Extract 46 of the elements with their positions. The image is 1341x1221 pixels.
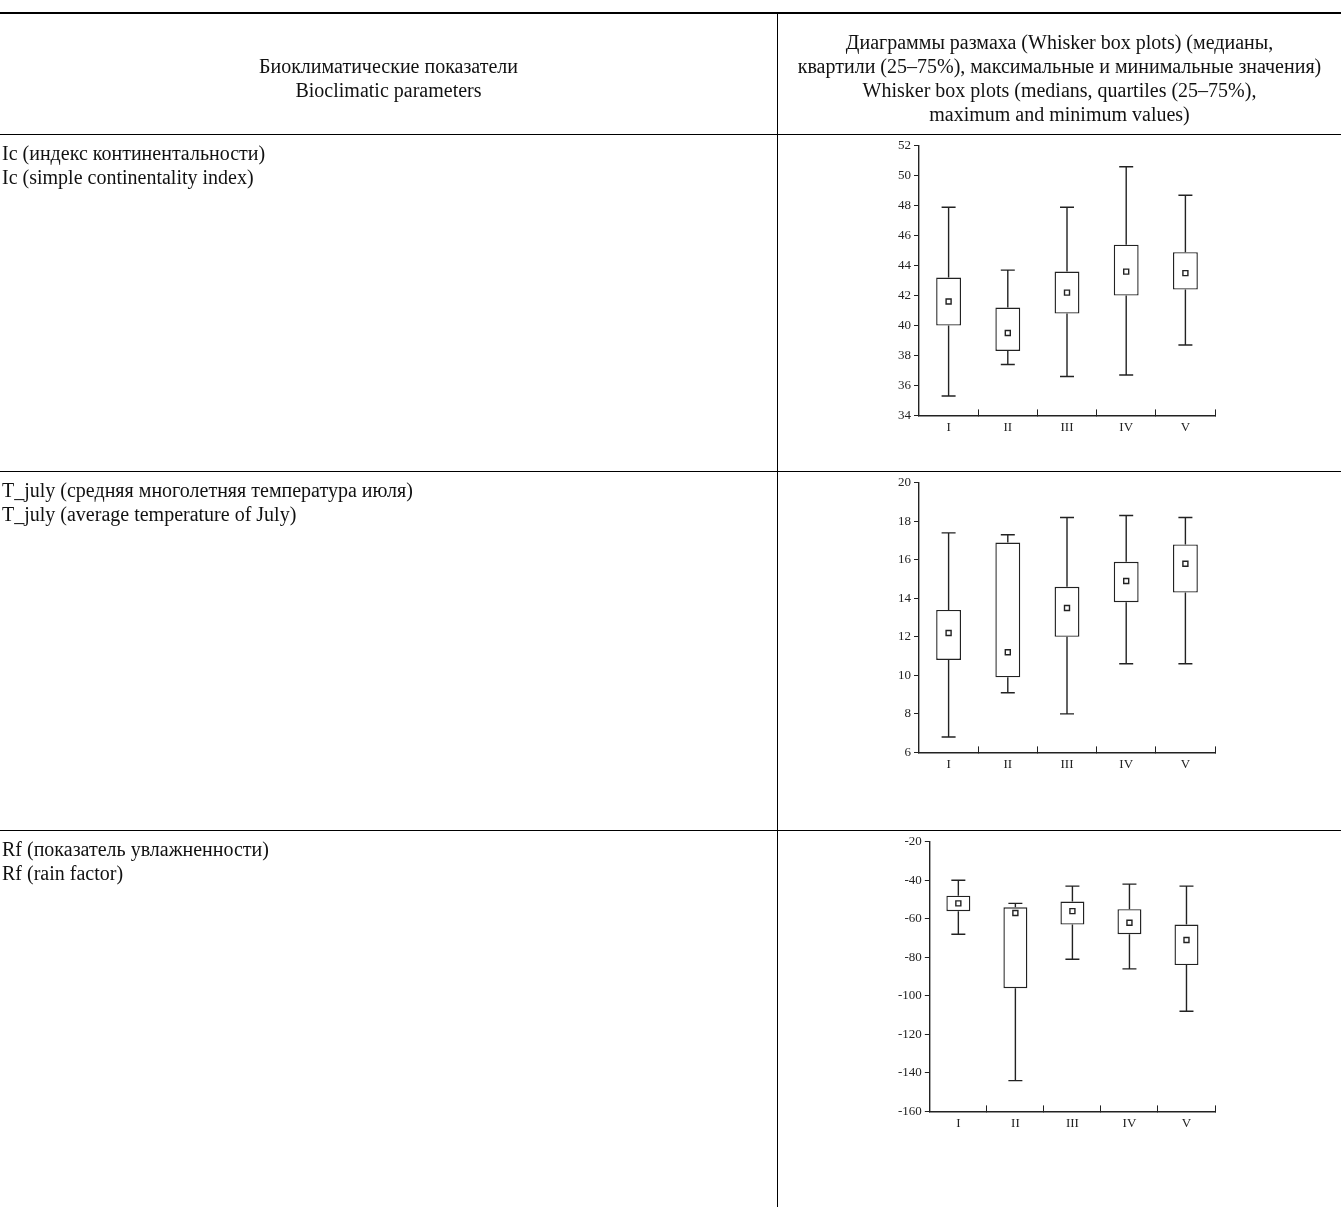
y-tick-label: 18 bbox=[897, 512, 911, 528]
y-tick-label: 38 bbox=[897, 346, 911, 362]
y-tick-label: -20 bbox=[903, 833, 922, 849]
x-tick-label: II bbox=[1010, 1114, 1020, 1130]
x-tick-label: V bbox=[1180, 418, 1191, 434]
y-tick-label: 34 bbox=[897, 406, 911, 422]
x-tick-label: III bbox=[1060, 755, 1073, 771]
y-tick-label: 52 bbox=[897, 137, 911, 153]
x-tick-label: V bbox=[1181, 1114, 1192, 1130]
text: Диаграммы размаха (Whisker box plots) (медианы, квартили (25–75%), максимальные и минимальные значения) Whisker box plots (medians, quartiles (25–75%), maximum and minimum values) bbox=[777, 13, 1341, 135]
y-tick-label: -160 bbox=[897, 1102, 922, 1118]
y-tick-label: 8 bbox=[904, 705, 911, 721]
y-tick-label: -60 bbox=[903, 910, 922, 926]
y-tick-label: -80 bbox=[903, 948, 922, 964]
y-tick-label: 46 bbox=[897, 227, 911, 243]
y-tick-label: 50 bbox=[897, 167, 911, 183]
y-tick-label: -100 bbox=[897, 987, 922, 1003]
x-tick-label: II bbox=[1002, 755, 1012, 771]
y-tick-label: 20 bbox=[897, 474, 911, 490]
x-tick-label: II bbox=[1002, 418, 1012, 434]
x-tick-label: I bbox=[945, 418, 951, 434]
x-tick-label: IV bbox=[1122, 1114, 1137, 1130]
y-tick-label: 44 bbox=[897, 257, 911, 273]
y-tick-label: -40 bbox=[903, 871, 922, 887]
x-tick-label: V bbox=[1180, 755, 1191, 771]
y-tick-label: -120 bbox=[897, 1025, 922, 1041]
y-axis-title: Ic (индекс континентальности) Ic (simple continentality index) bbox=[0, 134, 778, 472]
y-tick-label: 36 bbox=[897, 376, 911, 392]
y-tick-label: -140 bbox=[897, 1064, 922, 1080]
x-tick-label: IV bbox=[1118, 418, 1134, 434]
y-axis-title: Rf (показатель увлажненности) Rf (rain factor) bbox=[0, 830, 778, 1207]
x-tick-label: IV bbox=[1118, 755, 1134, 771]
y-tick-label: 10 bbox=[897, 666, 911, 682]
y-tick-label: 6 bbox=[904, 743, 911, 759]
y-tick-label: 16 bbox=[897, 551, 911, 567]
x-tick-label: III bbox=[1065, 1114, 1079, 1130]
x-tick-label: III bbox=[1060, 418, 1073, 434]
y-tick-label: 14 bbox=[897, 589, 911, 605]
text: Биоклиматические показатели Bioclimatic parameters bbox=[0, 13, 778, 135]
x-tick-label: I bbox=[955, 1114, 961, 1130]
y-axis-title: T_july (средняя многолетняя температура июля) T_july (average temperature of July) bbox=[0, 471, 778, 831]
y-tick-label: 40 bbox=[897, 316, 911, 332]
y-tick-label: 48 bbox=[897, 197, 911, 213]
y-tick-label: 12 bbox=[897, 628, 911, 644]
y-tick-label: 42 bbox=[897, 287, 911, 302]
x-tick-label: I bbox=[945, 755, 951, 771]
